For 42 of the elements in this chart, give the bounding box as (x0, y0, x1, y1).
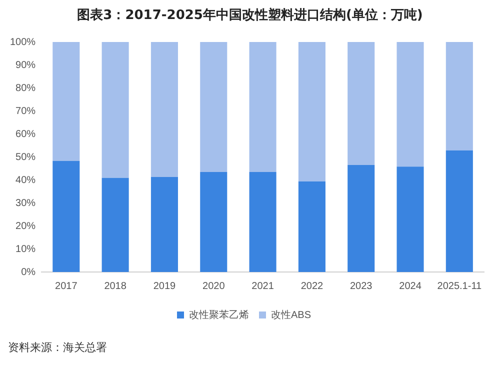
bar (102, 178, 129, 272)
chart-title: 图表3：2017-2025年中国改性塑料进口结构(单位：万吨) (76, 6, 424, 24)
bar (348, 42, 375, 166)
y-tick-label: 20% (16, 220, 36, 232)
bar (249, 172, 276, 272)
bar (298, 42, 326, 182)
y-tick-label: 70% (16, 106, 36, 117)
bar (150, 177, 178, 272)
x-tick-label: 2020 (202, 280, 226, 292)
y-tick-label: 40% (16, 174, 36, 186)
bar (200, 172, 228, 272)
text: 资料来源：海关总署 (8, 340, 107, 355)
y-tick-label: 10% (16, 244, 36, 255)
x-tick-label: 2025.1-11 (437, 280, 482, 292)
bar (446, 150, 473, 272)
bar (52, 42, 80, 161)
x-tick-label: 2022 (300, 280, 324, 292)
x-tick-label: 2018 (104, 280, 127, 292)
legend-label: 改性聚苯乙烯 (188, 308, 249, 321)
y-tick-label: 90% (16, 60, 36, 71)
x-tick-label: 2017 (55, 280, 78, 292)
y-tick-label: 50% (16, 152, 36, 163)
bar (396, 42, 424, 167)
x-tick-label: 2019 (153, 280, 176, 292)
bar (200, 42, 228, 172)
bar (150, 42, 178, 178)
y-tick-label: 80% (16, 82, 36, 94)
bar (446, 42, 473, 150)
bar (52, 160, 80, 272)
y-tick-label: 100% (10, 36, 36, 48)
x-tick-label: 2024 (399, 280, 422, 292)
x-tick-label: 2021 (252, 280, 274, 292)
x-tick-label: 2023 (350, 280, 373, 292)
bar (298, 181, 326, 272)
legend-label: 改性ABS (270, 308, 312, 321)
y-tick-label: 30% (16, 198, 36, 209)
bar (249, 42, 276, 172)
bar (396, 166, 424, 272)
y-tick-label: 0% (21, 266, 36, 278)
bar (102, 42, 129, 178)
y-tick-label: 60% (16, 128, 36, 140)
bar (348, 165, 375, 272)
